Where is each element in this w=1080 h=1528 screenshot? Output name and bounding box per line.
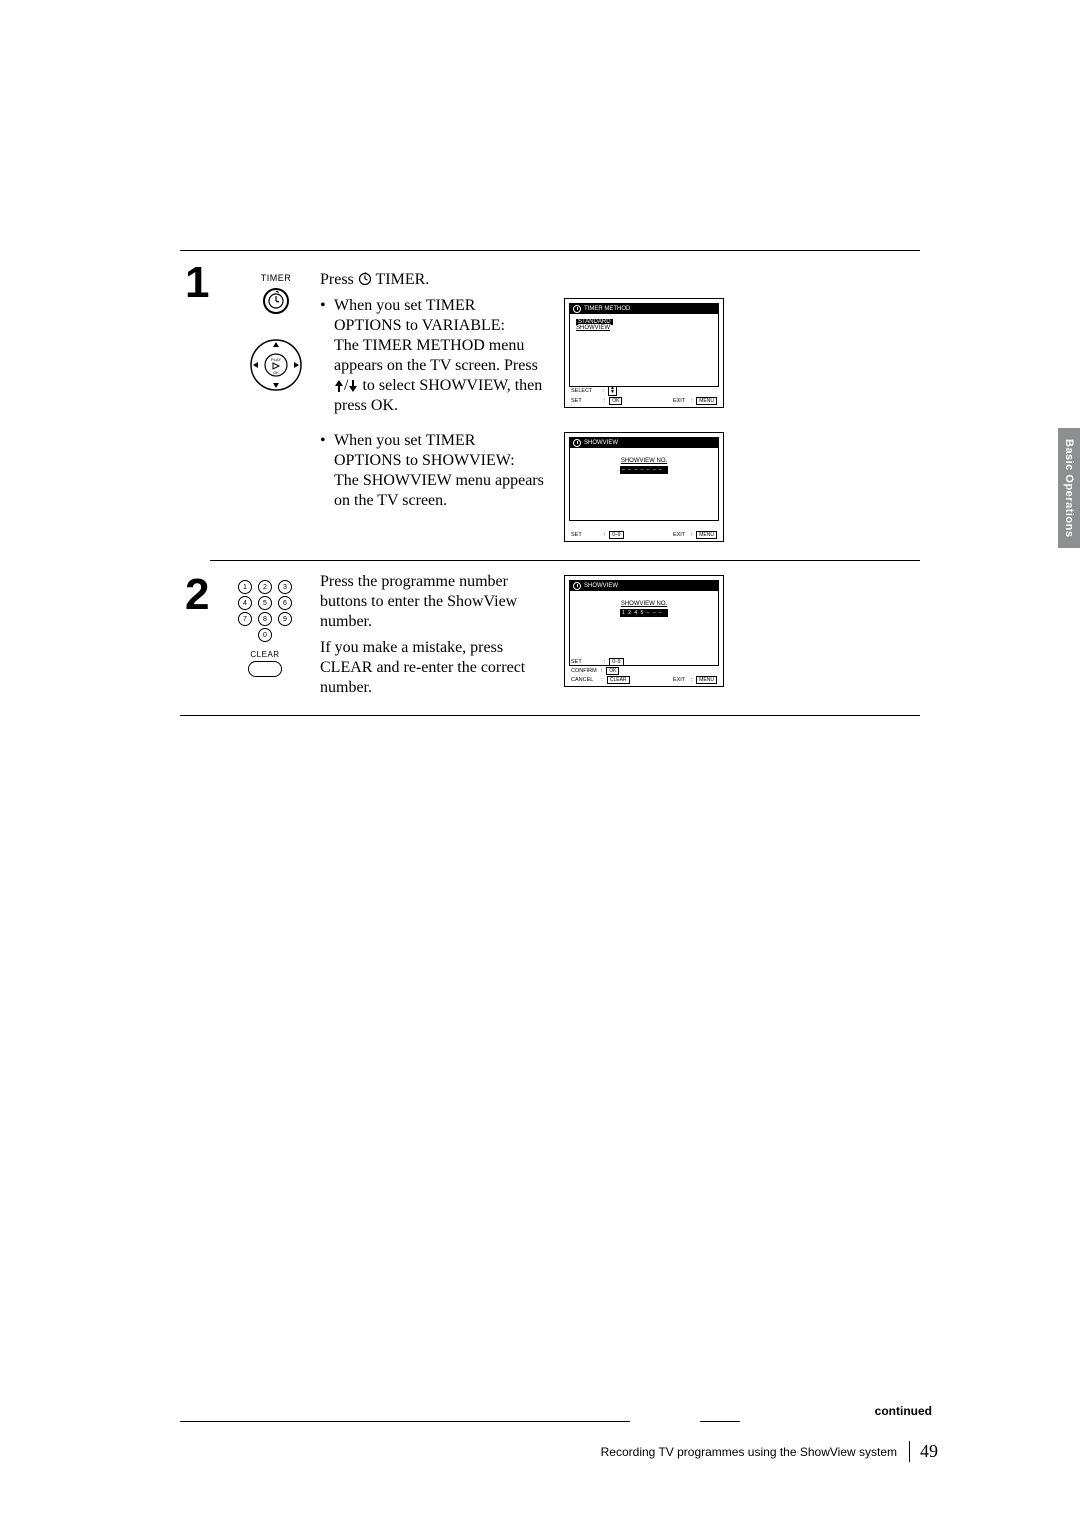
screen-date: 2 8 . 9 THU: [689, 583, 714, 589]
clear-box: CLEAR: [607, 676, 630, 684]
text: The TIMER METHOD menu appears on the TV …: [334, 337, 538, 374]
bullet-item: • When you set TIMER OPTIONS to SHOWVIEW…: [320, 431, 545, 511]
page: 1 TIMER PLAY OK P: [0, 0, 1080, 1528]
step2-icon-column: 1 2 3 4 5 6 7 8 9 0 CLEAR: [226, 580, 304, 677]
divider: [210, 560, 920, 561]
menu-box: MENU: [696, 531, 717, 539]
bullet-dot: •: [320, 431, 334, 511]
divider: [180, 1421, 630, 1423]
footer-text: Recording TV programmes using the ShowVi…: [601, 1445, 897, 1459]
label-exit: EXIT: [673, 398, 685, 404]
clear-button-icon: [248, 661, 282, 677]
digit-button: 8: [258, 612, 272, 626]
menu-box: MENU: [696, 676, 717, 684]
digit-button: 2: [258, 580, 272, 594]
screen-title: TIMER METHOD: [584, 306, 630, 312]
tv-screen-showview-empty: SHOWVIEW 2 8 . 9 THU SHOWVIEW NO. – – – …: [564, 432, 724, 542]
digit-button: 1: [238, 580, 252, 594]
zero-nine-box: 0–9: [609, 531, 623, 539]
label-confirm: CONFIRM: [571, 668, 597, 674]
showview-no-label: SHOWVIEW NO.: [576, 601, 712, 607]
digit-button: 4: [238, 596, 252, 610]
menu-box: MENU: [696, 397, 717, 405]
label-select: SELECT: [571, 388, 592, 394]
digit-button: 9: [278, 612, 292, 626]
arrow-up-icon: [334, 380, 344, 392]
label-exit: EXIT: [673, 677, 685, 683]
svg-text:OK: OK: [273, 370, 279, 375]
timer-button-icon: [262, 287, 290, 315]
continued-label: continued: [875, 1404, 932, 1418]
showview-no-label: SHOWVIEW NO.: [576, 458, 712, 464]
clock-icon: [573, 305, 581, 313]
label-exit: EXIT: [673, 532, 685, 538]
step2-text-block: Press the programme number buttons to en…: [320, 572, 555, 704]
bullet-dot: •: [320, 296, 334, 416]
text: If you make a mistake, press CLEAR and r…: [320, 638, 555, 698]
step1-text-block-b: • When you set TIMER OPTIONS to SHOWVIEW…: [320, 425, 545, 511]
clear-label: CLEAR: [226, 650, 304, 659]
option-showview: SHOWVIEW: [576, 325, 610, 331]
arrow-down-icon: [348, 380, 358, 392]
bullet-item: • When you set TIMER OPTIONS to VARIABLE…: [320, 296, 545, 416]
tv-screen-timer-method: TIMER METHOD STANDARD SHOWVIEW SELECT : …: [564, 298, 724, 408]
text: When you set TIMER OPTIONS to SHOWVIEW:: [334, 432, 515, 469]
digit-button: 6: [278, 596, 292, 610]
step-1-number: 1: [185, 258, 209, 308]
label-set: SET: [571, 398, 582, 404]
ok-box: OK: [609, 397, 622, 405]
digit-button: 7: [238, 612, 252, 626]
text: to select SHOWVIEW, then press OK.: [334, 377, 542, 414]
screen-title: SHOWVIEW: [584, 583, 618, 589]
dpad-icon: PLAY OK: [242, 338, 310, 397]
divider: [700, 1421, 740, 1423]
step1-icon-column: TIMER PLAY OK: [242, 273, 310, 397]
label-set: SET: [571, 659, 582, 665]
digit-button: 3: [278, 580, 292, 594]
tv-screen-showview-entered: SHOWVIEW 2 8 . 9 THU SHOWVIEW NO. 1 2 4 …: [564, 575, 724, 687]
divider: [180, 715, 920, 716]
digit-button: 0: [258, 628, 272, 642]
divider: [180, 250, 920, 251]
screen-title: SHOWVIEW: [584, 440, 618, 446]
page-number: 49: [909, 1441, 938, 1462]
clock-icon: [573, 439, 581, 447]
svg-text:PLAY: PLAY: [271, 357, 281, 362]
timer-label: TIMER: [242, 273, 310, 283]
text: The SHOWVIEW menu appears on the TV scre…: [334, 472, 544, 509]
page-footer: Recording TV programmes using the ShowVi…: [601, 1441, 938, 1462]
text: TIMER.: [376, 271, 430, 288]
step-2-number: 2: [185, 570, 209, 620]
zero-nine-box: 0–9: [609, 658, 623, 666]
digit-button: 5: [258, 596, 272, 610]
clock-icon: [573, 582, 581, 590]
arrows-icon: ▴▾: [608, 386, 617, 396]
label-cancel: CANCEL: [571, 677, 593, 683]
step1-text-block: Press TIMER. • When you set TIMER OPTION…: [320, 270, 545, 416]
label-set: SET: [571, 532, 582, 538]
section-tab: Basic Operations: [1058, 428, 1080, 548]
screen-date: 2 8 . 9 THU: [689, 440, 714, 446]
showview-no-field: – – – – – – – – –: [620, 466, 668, 474]
clock-icon: [358, 272, 372, 286]
numpad-icon: 1 2 3 4 5 6 7 8 9 0: [226, 580, 304, 642]
ok-box: OK: [606, 667, 619, 675]
text: When you set TIMER OPTIONS to VARIABLE:: [334, 297, 505, 334]
text: Press the programme number buttons to en…: [320, 572, 555, 632]
text: Press: [320, 271, 358, 288]
showview-no-field: 1 2 4 5 – – – – –: [620, 609, 668, 617]
